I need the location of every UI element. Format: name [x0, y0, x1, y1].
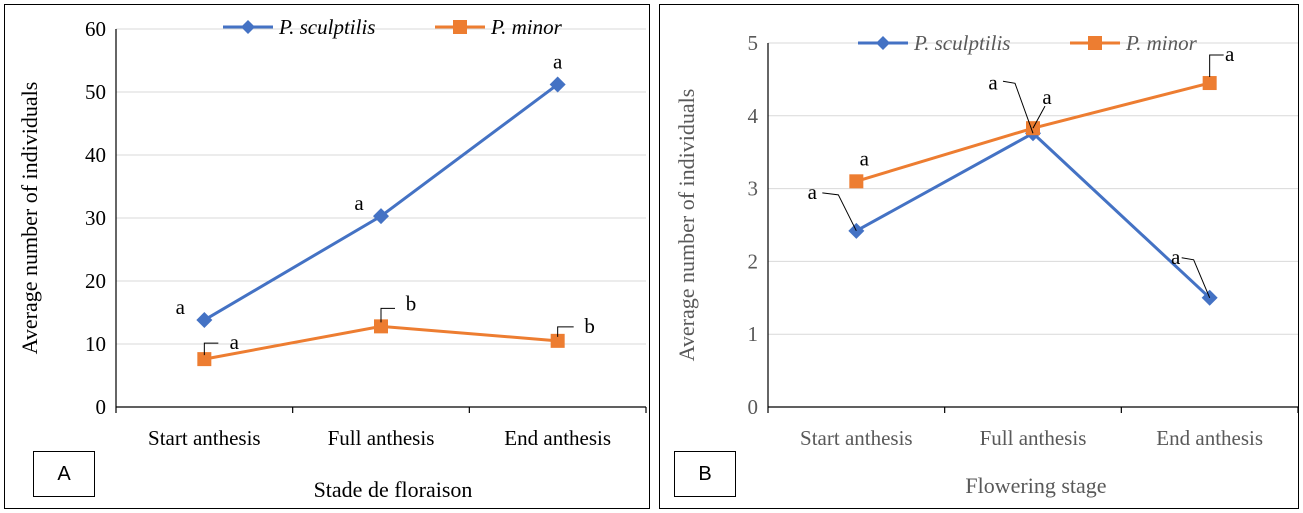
chart-b-data-label-0-1: a [988, 70, 998, 94]
chart-a-data-label-0-2: a [553, 49, 563, 73]
chart-b-ytick-label: 1 [748, 322, 759, 346]
chart-a-xtick-label: End anthesis [504, 426, 611, 450]
chart-a-data-label-1-2: b [584, 314, 595, 338]
chart-b-y-axis-title: Average number of individuals [674, 89, 699, 362]
chart-b-ytick-label: 5 [748, 31, 759, 55]
chart-a-label-leader-1-2 [557, 326, 574, 337]
chart-b-series-line-0 [855, 131, 1211, 299]
chart-panel-a: 0 10 20 30 40 50 60 Start anthesis Full anthesis… [4, 4, 650, 509]
chart-b-ytick-label: 2 [748, 249, 759, 273]
chart-a-x-axis-title: Stade de floraison [314, 477, 473, 502]
chart-a-xtick-label: Full anthesis [328, 426, 435, 450]
chart-a-data-label-1-1: b [406, 291, 417, 315]
chart-a-data-label-0-1: a [354, 191, 364, 215]
chart-b-point-1-2 [1202, 76, 1217, 91]
chart-a-point-0-1 [373, 208, 389, 225]
chart-b-point-1-0 [849, 174, 864, 189]
chart-a-data-label-0-0: a [176, 295, 186, 319]
chart-a-ytick-label: 30 [85, 206, 106, 230]
chart-b-data-label-1-1: a [1042, 85, 1052, 109]
chart-b-data-label-1-2: a [1225, 42, 1235, 66]
chart-b-point-0-2 [1201, 289, 1218, 306]
chart-b-x-axis-title: Flowering stage [965, 473, 1106, 498]
chart-b-data-label-0-2: a [1171, 245, 1181, 269]
chart-a-point-1-0 [197, 352, 212, 367]
chart-b-xtick-label: End anthesis [1156, 426, 1263, 450]
chart-a-y-axis-title: Average number of individuals [17, 82, 42, 355]
chart-a-label-leader-1-0 [203, 342, 219, 356]
chart-b-label-leader-0-0 [822, 192, 857, 232]
chart-b-ytick-label: 0 [748, 395, 759, 419]
chart-b-svg: 0 1 2 3 4 5 Start anthesis Full anthesis End ant… [674, 31, 1299, 498]
chart-a-point-1-1 [374, 319, 388, 334]
chart-b-data-label-0-0: a [808, 180, 818, 204]
chart-a-ytick-label: 0 [96, 395, 107, 419]
chart-a-ytick-label: 20 [85, 269, 106, 293]
chart-b-label-leader-0-2 [1181, 257, 1211, 298]
chart-a-ytick-label: 40 [85, 143, 106, 167]
chart-b-legend-label-1: P. minor [1125, 31, 1198, 55]
chart-b-label-leader-1-1 [1032, 105, 1046, 129]
chart-b-ytick-label: 3 [748, 177, 759, 201]
chart-a-point-0-2 [549, 76, 566, 93]
panel-label-a: A [33, 451, 95, 497]
chart-b-legend-marker-0 [876, 36, 890, 50]
chart-b-legend-marker-1 [1088, 36, 1102, 50]
chart-a-legend-label-1: P. minor [490, 15, 563, 39]
chart-a-xtick-label: Start anthesis [148, 426, 261, 450]
chart-a-data-label-1-0: a [230, 330, 240, 354]
chart-a-point-1-2 [550, 333, 565, 348]
chart-a-label-leader-1-1 [380, 307, 395, 323]
chart-panel-b: 0 1 2 3 4 5 Start anthesis Full anthesis End ant… [659, 4, 1299, 509]
chart-a-ytick-label: 60 [85, 17, 106, 41]
chart-a-series-line-0 [203, 83, 559, 322]
chart-a-ytick-label: 50 [85, 80, 106, 104]
chart-a-legend-label-0: P. sculptilis [278, 15, 375, 39]
chart-b-label-leader-0-1 [1002, 80, 1034, 134]
chart-a-svg: 0 10 20 30 40 50 60 Start anthesis Full anthesis… [17, 15, 647, 502]
chart-a-legend-marker-0 [241, 20, 255, 34]
chart-a-point-0-0 [196, 312, 213, 329]
chart-a-legend-marker-1 [453, 20, 467, 34]
chart-b-xtick-label: Full anthesis [980, 426, 1087, 450]
panel-label-b: B [674, 451, 736, 497]
chart-b-legend-label-0: P. sculptilis [913, 31, 1010, 55]
chart-b-label-leader-1-2 [1209, 54, 1224, 78]
chart-b-ytick-label: 4 [748, 104, 759, 128]
chart-b-xtick-label: Start anthesis [800, 426, 913, 450]
chart-a-ytick-label: 10 [85, 332, 106, 356]
chart-b-data-label-1-0: a [860, 146, 870, 170]
